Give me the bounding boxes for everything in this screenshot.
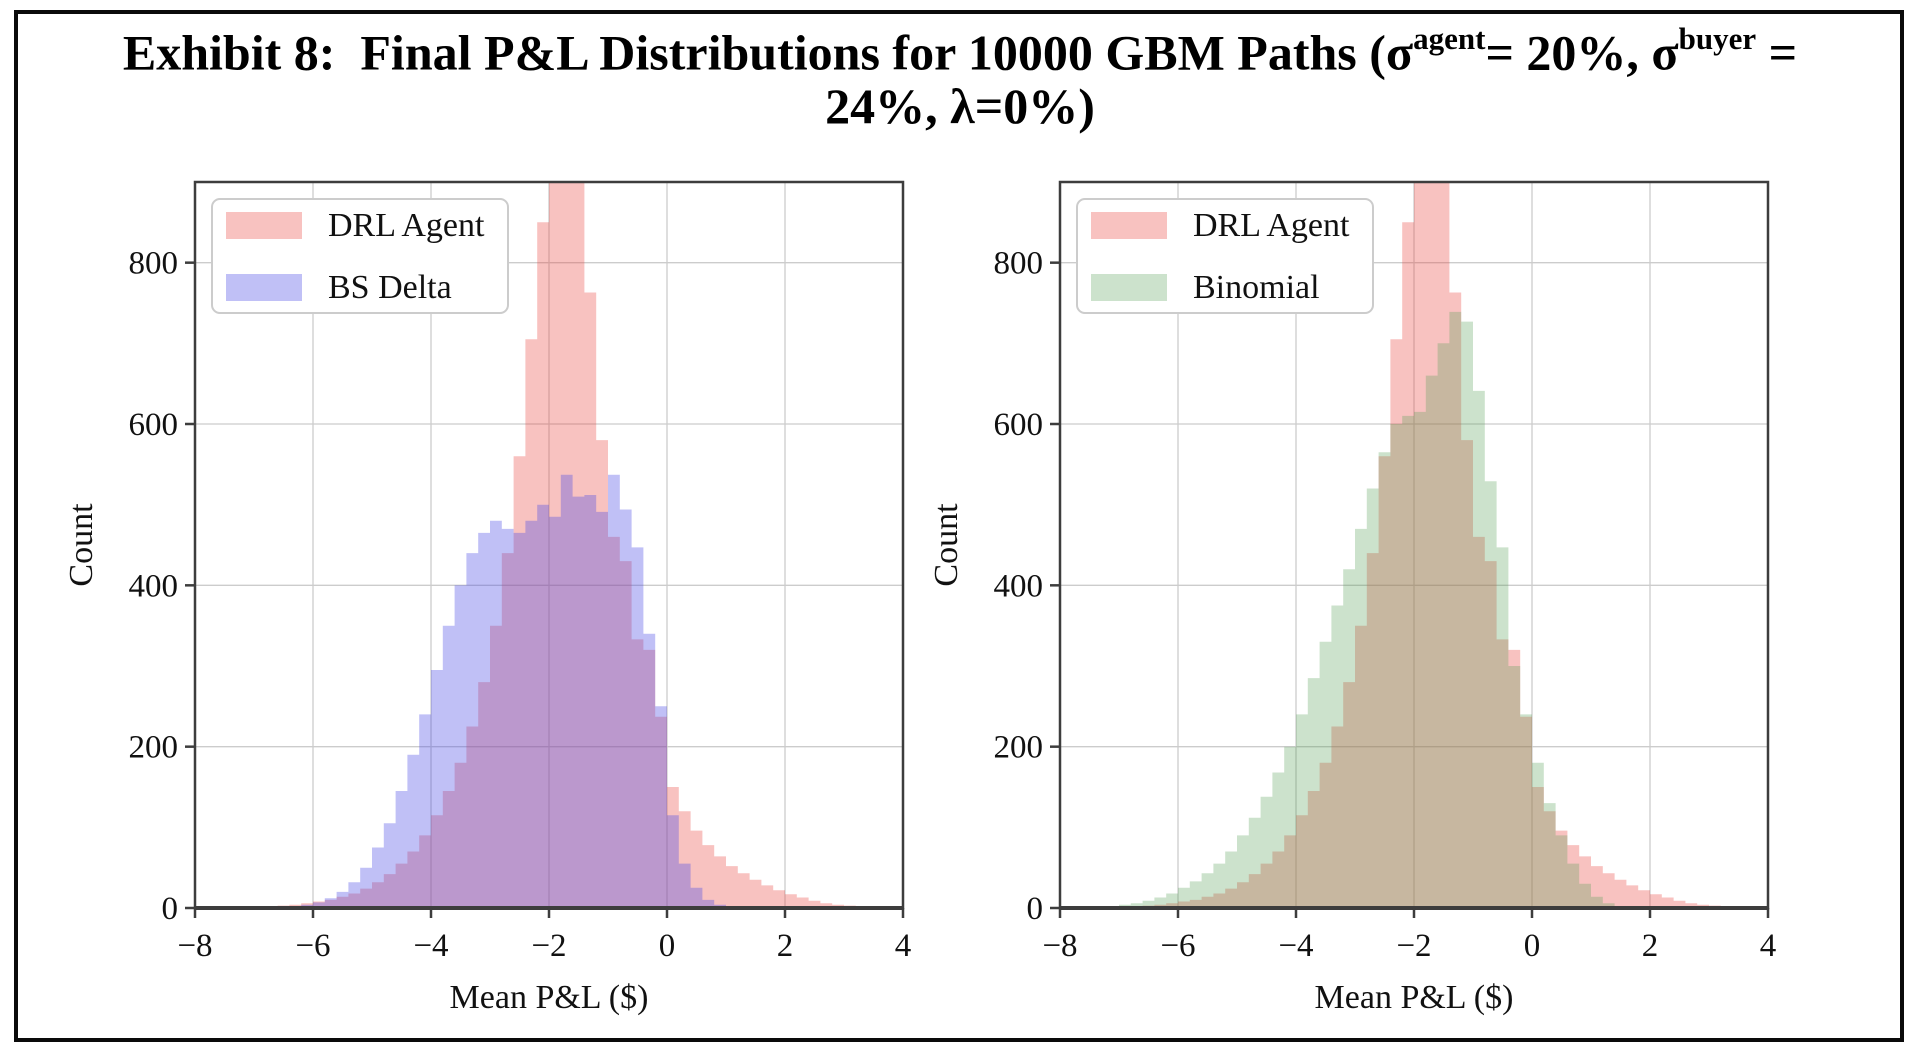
y-tick-label: 800 [129,246,179,282]
y-tick-labels: 0 200 400 600 800 [129,246,179,927]
title-text-segment: = 20%, σ [1485,24,1679,81]
title-text-segment: 24%, λ=0%) [825,77,1095,134]
x-tick-label: 2 [777,928,794,964]
pnl-histogram-right: −8 −6 −4 −2 0 2 4 0 200 400 600 800 Mean P&L ($) Coun… [928,180,1776,1016]
x-tick-label: −6 [1160,928,1195,964]
y-axis-label: Count [63,503,100,587]
y-tick-label: 800 [994,246,1044,282]
y-tick-label: 200 [994,730,1044,766]
y-tick-labels: 0 200 400 600 800 [994,246,1044,927]
x-tick-label: −8 [177,928,212,964]
title-superscript: agent [1413,20,1486,56]
legend-box [211,198,509,314]
x-tick-labels: −8 −6 −4 −2 0 2 4 [177,928,911,964]
histogram-series-bs-delta [289,474,726,908]
title-superscript: buyer [1678,20,1757,56]
x-tick-label: −2 [531,928,566,964]
x-tick-label: −8 [1042,928,1077,964]
y-tick-label: 200 [129,730,179,766]
x-axis-label: Mean P&L ($) [1315,979,1514,1016]
x-tick-label: −4 [413,928,448,964]
legend-swatch-binomial [1091,274,1167,301]
histogram-series-binomial [1107,311,1615,908]
y-axis-label: Count [928,503,965,587]
x-tick-label: −2 [1396,928,1431,964]
y-tick-label: 600 [994,407,1044,443]
figure-title: Exhibit 8: Final P&L Distributions for 1… [0,22,1920,134]
legend: DRL Agent BS Delta [211,198,509,314]
title-text-segment: Exhibit 8: Final P&L Distributions for 1… [122,24,1414,81]
pnl-histogram-left: −8 −6 −4 −2 0 2 4 0 200 400 600 800 Mean P&L ($) Coun… [63,180,911,1016]
x-tick-labels: −8 −6 −4 −2 0 2 4 [1042,928,1776,964]
x-axis-label: Mean P&L ($) [450,979,649,1016]
x-tick-label: 2 [1642,928,1659,964]
y-tick-label: 600 [129,407,179,443]
x-tick-label: 0 [659,928,676,964]
title-text-segment: = [1756,24,1798,81]
y-tick-label: 0 [162,891,179,927]
axis-ticks [185,261,905,918]
x-tick-label: 0 [1524,928,1541,964]
x-tick-label: −4 [1278,928,1313,964]
histogram-series-drl-agent [265,182,856,908]
legend-label-drl-agent: DRL Agent [1193,207,1350,244]
x-tick-label: 4 [895,928,912,964]
axis-ticks [1050,261,1770,918]
legend-label-drl-agent: DRL Agent [328,207,485,244]
legend-swatch-drl-agent [1091,212,1167,239]
histogram-series-drl-agent [1130,182,1721,908]
legend-label-bs-delta: BS Delta [328,269,452,306]
legend-swatch-bs-delta [226,274,302,301]
y-tick-label: 0 [1027,891,1044,927]
y-tick-label: 400 [994,568,1044,604]
legend-label-binomial: Binomial [1193,269,1320,306]
x-tick-label: −6 [295,928,330,964]
legend-swatch-drl-agent [226,212,302,239]
legend: DRL Agent Binomial [1076,198,1374,314]
legend-box [1076,198,1374,314]
x-tick-label: 4 [1760,928,1777,964]
y-tick-label: 400 [129,568,179,604]
